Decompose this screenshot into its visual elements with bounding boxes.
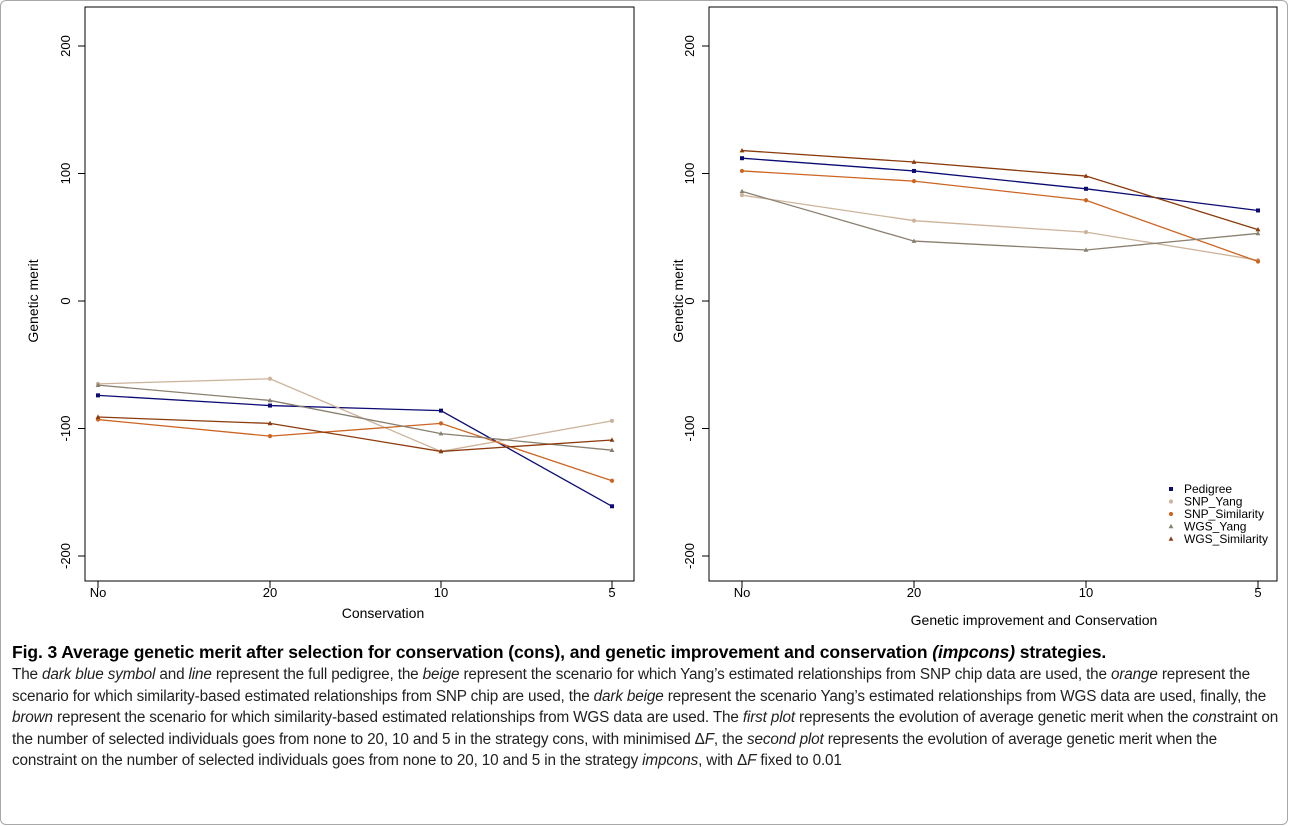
plot-frame — [84, 6, 635, 582]
data-point — [1255, 259, 1261, 264]
series-line — [741, 149, 1259, 231]
data-point — [912, 168, 916, 173]
series-pedigree — [96, 393, 614, 509]
legend-marker — [1169, 487, 1173, 491]
y-tick-label: 0 — [58, 297, 73, 304]
data-point — [911, 179, 917, 184]
data-point — [1256, 208, 1260, 213]
series-line — [741, 157, 1259, 212]
data-point — [438, 421, 444, 426]
data-point — [438, 448, 444, 454]
data-point — [1255, 230, 1261, 236]
data-point — [1083, 230, 1089, 235]
data-point — [739, 193, 745, 198]
x-tick-label: No — [90, 585, 107, 600]
data-point — [438, 431, 444, 436]
y-tick-label: 100 — [682, 163, 697, 185]
legend-label: SNP_Yang — [1184, 495, 1242, 509]
legend-label: Pedigree — [1184, 482, 1232, 496]
data-point — [1255, 227, 1261, 232]
data-point — [1083, 198, 1089, 203]
series-snp-yang — [95, 376, 615, 454]
data-point — [1083, 173, 1089, 178]
data-point — [1084, 186, 1088, 191]
data-point — [439, 408, 443, 413]
x-tick-label: No — [734, 585, 751, 600]
y-tick-label: 200 — [58, 35, 73, 57]
data-point — [911, 159, 917, 164]
chart-panel-1: No 20 10 5 -200 -100 0 100 200 Conservation Geneti… — [25, 6, 635, 621]
series-wgs-yang — [739, 188, 1261, 252]
series-line — [97, 384, 613, 451]
data-point — [739, 168, 745, 174]
series-line — [741, 170, 1259, 263]
data-point — [96, 393, 100, 398]
series-line — [97, 394, 613, 507]
legend-marker — [1168, 499, 1174, 504]
plot-frame — [708, 6, 1278, 582]
series-wgs-similarity — [739, 147, 1261, 232]
y-tick-label: 100 — [58, 163, 73, 185]
legend-marker — [1168, 523, 1174, 529]
caption-title: Fig. 3 Average genetic merit after selec… — [12, 642, 1107, 662]
series-line — [97, 418, 613, 482]
y-tick-label: 200 — [682, 35, 697, 57]
data-point — [267, 420, 273, 426]
data-point — [609, 437, 615, 442]
legend-marker — [1168, 536, 1174, 541]
caption-body: The dark blue symbol and line represent … — [12, 666, 1279, 769]
series-line — [741, 194, 1259, 261]
data-point — [609, 478, 615, 483]
data-point — [1083, 247, 1089, 252]
data-point — [267, 434, 273, 439]
x-tick-label: 20 — [907, 585, 921, 600]
x-tick-label: 20 — [263, 585, 277, 600]
data-point — [268, 403, 272, 408]
x-axis-title: Conservation — [342, 605, 425, 621]
series-wgs-yang — [95, 382, 615, 452]
x-tick-label: 10 — [434, 585, 448, 600]
data-point — [911, 238, 917, 243]
y-tick-label: -200 — [58, 543, 73, 569]
data-point — [95, 382, 101, 387]
chart-panel-2: No 20 10 5 -200 -100 0 100 200 Genetic improvemen… — [670, 6, 1278, 628]
data-point — [739, 188, 745, 194]
y-tick-label: -100 — [682, 415, 697, 441]
y-tick-label: 0 — [682, 297, 697, 304]
y-tick-label: -200 — [682, 543, 697, 569]
x-tick-label: 10 — [1079, 585, 1093, 600]
data-point — [610, 504, 614, 509]
data-point — [267, 397, 273, 403]
series-line — [741, 190, 1259, 251]
series-wgs-similarity — [95, 414, 615, 454]
figure-plots: No 20 10 5-200-1000100200ConservationGeneti… — [25, 6, 1278, 628]
data-point — [95, 414, 101, 419]
legend-label: SNP_Similarity — [1184, 507, 1264, 521]
x-tick-label: 5 — [608, 585, 615, 600]
data-point — [609, 418, 615, 423]
series-snp-similarity — [95, 417, 615, 483]
data-point — [609, 447, 615, 452]
series-line — [97, 416, 613, 453]
series-pedigree — [740, 156, 1260, 213]
legend-label: WGS_Yang — [1184, 520, 1246, 534]
legend-marker — [1168, 511, 1174, 517]
data-point — [911, 218, 917, 223]
legend: PedigreeSNP_YangSNP_SimilarityWGS_YangWG… — [1168, 482, 1268, 546]
x-tick-label: 5 — [1254, 585, 1261, 600]
data-point — [267, 376, 273, 381]
data-point — [740, 156, 744, 161]
x-axis-title: Genetic improvement and Conservation — [911, 612, 1158, 628]
legend-label: WGS_Similarity — [1184, 532, 1268, 546]
y-tick-label: -100 — [58, 415, 73, 441]
y-axis-title: Genetic merit — [25, 259, 41, 342]
figure-caption: Fig. 3 Average genetic merit after selec… — [12, 640, 1284, 772]
series-snp-similarity — [739, 168, 1261, 264]
data-point — [739, 147, 745, 153]
y-axis-title: Genetic merit — [670, 259, 686, 342]
series-line — [97, 378, 613, 453]
series-snp-yang — [739, 193, 1261, 263]
